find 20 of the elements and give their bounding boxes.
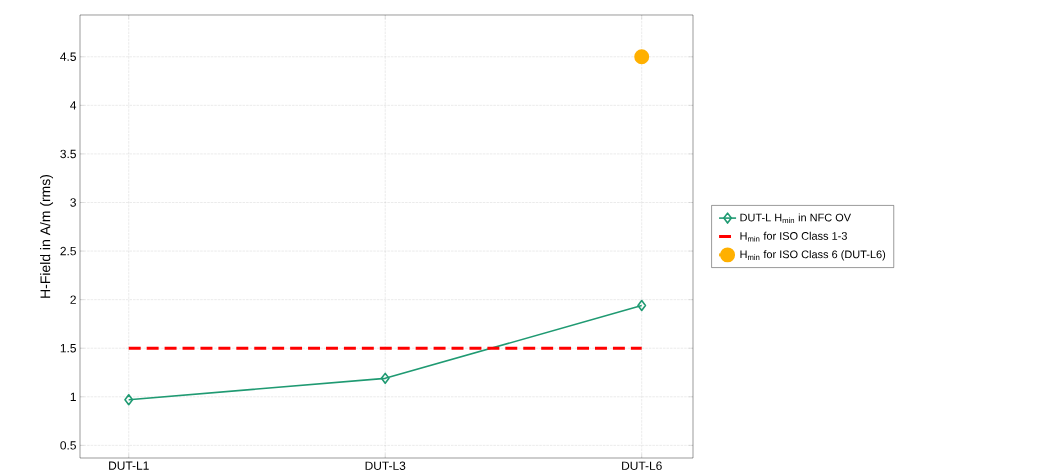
point — [124, 393, 134, 406]
y-tick-label: 1 — [70, 392, 76, 401]
y-tick-label: 2.5 — [60, 246, 76, 256]
legend-label: H$_{min}$ for ISO Class 6 (DUT-L6) — [740, 250, 886, 261]
x-tick-label: DUT-L6 — [622, 461, 662, 470]
x-tick-label: DUT-L3 — [365, 461, 406, 470]
y-tick-label: 2 — [70, 295, 76, 304]
x-tick-label: DUT-L1 — [109, 461, 149, 470]
legend-label: H$_{min}$ for ISO Class 1-3 — [740, 231, 847, 242]
y-axis-title: H-Field in A/m (rms) — [40, 175, 54, 298]
point — [380, 372, 390, 385]
y-tick-label: 4 — [70, 101, 77, 110]
y-tick-label: 1.5 — [60, 344, 76, 353]
y-tick-label: 3.5 — [60, 149, 76, 159]
y-tick-label: 4.5 — [60, 52, 76, 61]
y-tick-label: 3 — [70, 198, 76, 207]
point — [634, 49, 650, 65]
legend-label: DUT-L H$_{min}$ in NFC OV — [740, 213, 851, 224]
point — [637, 299, 647, 312]
y-tick-label: 0.5 — [60, 441, 76, 450]
